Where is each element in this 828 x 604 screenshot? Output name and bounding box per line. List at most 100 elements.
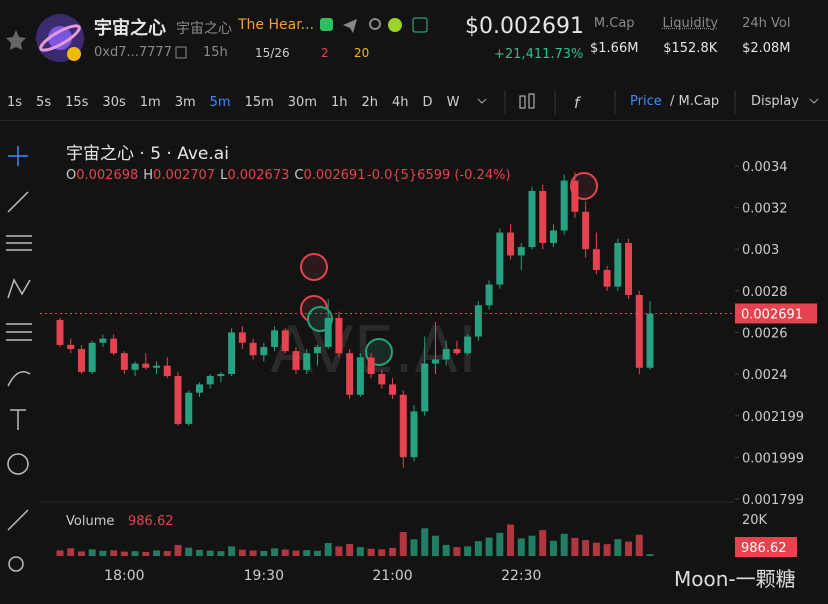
search-icon[interactable] [369, 18, 381, 30]
stat: 24h Vol $2.08M [742, 16, 790, 56]
interval[interactable]: 1s [7, 94, 23, 110]
volume-last-box [735, 537, 797, 557]
star-icon[interactable] [6, 30, 26, 50]
ohlc-value: 0.002698 [76, 168, 139, 183]
candle-body [356, 357, 364, 395]
volume-bar [410, 539, 418, 556]
candle-body [303, 353, 311, 370]
interval[interactable]: 4h [392, 94, 409, 110]
crosshair-tool[interactable] [8, 146, 28, 166]
copy-icon[interactable] [175, 46, 187, 59]
interval[interactable]: 30s [102, 94, 126, 110]
x-tick-label: 19:30 [244, 568, 284, 584]
candle-body [271, 330, 279, 347]
candle-body [153, 365, 161, 368]
candle-body [238, 332, 246, 343]
candle-body [539, 190, 547, 243]
candle-body [292, 351, 300, 370]
volume-bar [88, 549, 96, 556]
stat-label: 24h Vol [742, 16, 791, 31]
stat-value: $152.8K [663, 41, 718, 56]
interval[interactable]: 15s [65, 94, 89, 110]
volume-bar [528, 535, 536, 556]
candle-body [517, 247, 525, 256]
fib-tool[interactable] [6, 235, 32, 251]
trader-marker[interactable] [300, 253, 328, 281]
volume-bar [356, 547, 364, 556]
volume-bar [238, 549, 246, 556]
ohlc-value: 0.002707 [153, 168, 216, 183]
ohlc-change: -0.0{5}6599 (-0.24%) [367, 168, 511, 183]
x-icon[interactable] [388, 18, 402, 32]
price-toggle[interactable]: Price [630, 94, 662, 109]
candle-body [163, 365, 171, 377]
volume-bar [77, 551, 85, 556]
interval[interactable]: 2h [361, 94, 379, 110]
interval[interactable]: W [446, 94, 460, 110]
candle-body [399, 394, 407, 458]
holders-ratio[interactable]: 15/26 [255, 46, 290, 60]
interval[interactable]: 30m [287, 94, 317, 110]
candle-body [195, 384, 203, 393]
interval[interactable]: 1h [331, 94, 348, 110]
web-icon[interactable] [320, 18, 333, 31]
candle-body [625, 242, 633, 295]
telegram-icon[interactable] [343, 19, 357, 33]
projection-tool[interactable] [6, 323, 32, 341]
address[interactable]: 0xd7...7777 [94, 45, 172, 60]
toolbar-icons: f [477, 90, 819, 114]
age: 15h [203, 45, 228, 60]
pattern-tool[interactable] [7, 278, 31, 299]
volume-bar [153, 550, 161, 556]
interval[interactable]: 5m [209, 94, 231, 110]
ohlc-key: O [66, 168, 77, 183]
candle-body [453, 349, 461, 354]
stats: M.Cap $1.66M Liquidity $152.8K 24h Vol $2.08M [590, 16, 815, 56]
volume-bar [185, 547, 193, 556]
stat-label: M.Cap [593, 16, 635, 31]
interval[interactable]: 15m [244, 94, 274, 110]
volume-bar [313, 550, 321, 556]
y-tick-label: 0.0026 [742, 326, 788, 341]
ai-icon[interactable] [412, 17, 428, 33]
y-tick-label: 0.0034 [742, 160, 788, 175]
candle-body [346, 353, 354, 395]
zoom-tool[interactable] [8, 556, 24, 572]
interval[interactable]: D [422, 94, 433, 110]
ruler-tool[interactable] [7, 509, 29, 531]
drawing-tools [6, 146, 32, 572]
volume-bar [635, 534, 643, 556]
text-tool[interactable] [10, 409, 26, 430]
mcap-toggle[interactable]: / M.Cap [670, 94, 720, 109]
volume-bar [399, 531, 407, 556]
y-tick-label: 0.002199 [742, 410, 804, 425]
line-tool[interactable] [7, 191, 29, 213]
stat: M.Cap $1.66M [590, 16, 638, 56]
candle-body [410, 411, 418, 458]
volume-bar [335, 546, 343, 556]
volume-bar [378, 549, 386, 556]
candle-body [507, 232, 515, 256]
volume-bar [431, 535, 439, 556]
indicator-button[interactable]: f [574, 94, 582, 112]
candle-type[interactable] [519, 95, 526, 109]
interval[interactable]: 5s [36, 94, 52, 110]
volume-bar [131, 551, 139, 556]
volume-bar [195, 549, 203, 556]
candle-body [367, 357, 375, 374]
volume-bar [539, 530, 547, 556]
interval[interactable]: 1m [139, 94, 161, 110]
x-tick-label: 18:00 [104, 568, 144, 584]
candle-body [603, 269, 611, 287]
candle-body [249, 342, 257, 356]
emoji-tool[interactable] [7, 453, 29, 475]
volume-bar [142, 551, 150, 556]
interval[interactable]: 3m [174, 94, 196, 110]
candle-body [206, 376, 214, 385]
candle-body [560, 180, 568, 231]
display-menu[interactable]: Display [751, 94, 799, 109]
volume-bar [592, 542, 600, 556]
legend-title: 宇宙之心 · 5 · Ave.ai [66, 144, 229, 164]
candle-body [582, 211, 590, 250]
brush-tool[interactable] [7, 371, 31, 387]
